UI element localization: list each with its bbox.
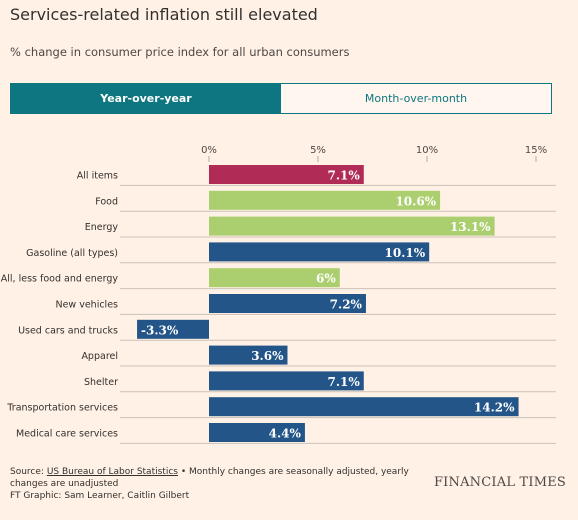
graphic-credit: FT Graphic: Sam Learner, Caitlin Gilbert xyxy=(10,491,190,501)
category-label: Energy xyxy=(85,222,119,233)
tab-year-over-year[interactable]: Year-over-year xyxy=(11,84,281,113)
bar xyxy=(209,397,519,417)
data-label: 4.4% xyxy=(269,427,302,441)
data-label: 6% xyxy=(316,272,336,286)
data-label: 7.2% xyxy=(330,298,363,312)
data-label: 10.6% xyxy=(395,194,436,208)
chart-subtitle: % change in consumer price index for all… xyxy=(10,45,350,59)
x-tick-label: 0% xyxy=(201,145,217,156)
bar xyxy=(209,423,305,442)
category-label: All items xyxy=(77,171,118,182)
chart-title: Services-related inflation still elevate… xyxy=(10,5,318,24)
data-label: 14.2% xyxy=(474,401,515,415)
view-toggle: Year-over-year Month-over-month xyxy=(10,83,552,114)
category-label: Apparel xyxy=(81,351,118,362)
bar xyxy=(209,345,288,365)
category-label: Food xyxy=(95,196,118,207)
category-label: Used cars and trucks xyxy=(18,325,118,336)
bar xyxy=(209,242,430,262)
bar xyxy=(137,319,209,339)
x-tick-label: 10% xyxy=(416,145,438,156)
source-prefix: Source: xyxy=(10,467,47,477)
x-tick-label: 15% xyxy=(525,145,547,156)
source-line: Source: US Bureau of Labor Statistics • … xyxy=(10,466,420,490)
bar xyxy=(209,216,495,236)
bar-chart: 0% 5% 10% 15% All items 7.1% Food 10.6% Energy 13… xyxy=(1,145,556,444)
data-label: -3.3% xyxy=(141,323,179,337)
category-label: Transportation services xyxy=(6,403,118,414)
x-tick-label: 5% xyxy=(310,145,326,156)
bar xyxy=(209,294,366,313)
category-label: Medical care services xyxy=(16,429,118,440)
footer: Source: US Bureau of Labor Statistics • … xyxy=(10,466,420,502)
category-label: Shelter xyxy=(84,377,118,388)
financial-times-logo: FINANCIAL TIMES xyxy=(433,475,566,490)
source-link[interactable]: US Bureau of Labor Statistics xyxy=(46,467,178,477)
bar xyxy=(209,371,364,391)
bar xyxy=(209,268,340,288)
data-label: 7.1% xyxy=(327,169,360,183)
bar xyxy=(209,190,441,210)
category-label: Gasoline (all types) xyxy=(26,248,118,259)
bar xyxy=(209,165,364,184)
category-label: New vehicles xyxy=(55,300,118,311)
data-label: 3.6% xyxy=(251,349,284,363)
tab-month-over-month[interactable]: Month-over-month xyxy=(281,84,551,113)
data-label: 7.1% xyxy=(327,375,360,389)
source-note: • Monthly changes are seasonally adjuste… xyxy=(10,467,409,489)
category-label: All, less food and energy xyxy=(1,274,119,285)
data-label: 10.1% xyxy=(385,246,426,260)
data-label: 13.1% xyxy=(450,220,491,234)
